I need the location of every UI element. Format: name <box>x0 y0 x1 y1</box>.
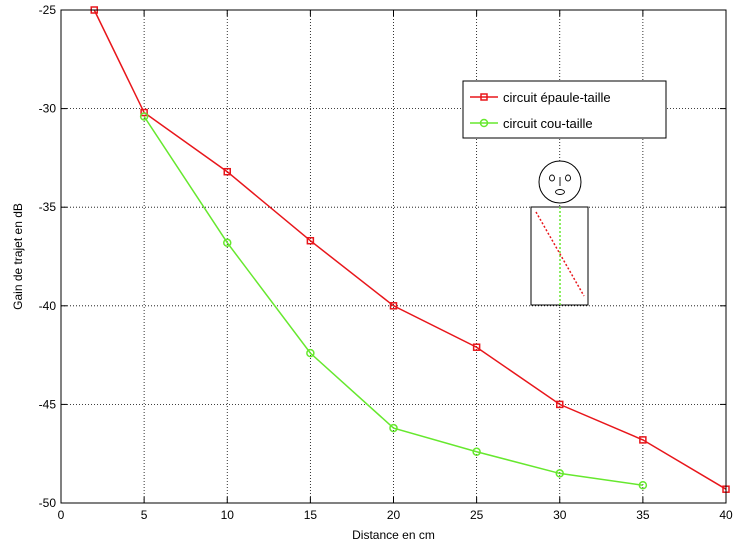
series-line <box>93 9 727 490</box>
series-1 <box>139 112 648 490</box>
y-tick-label: -45 <box>39 397 57 411</box>
data-point <box>139 112 149 121</box>
data-point <box>223 167 231 176</box>
tick-labels: 0 5 10 15 20 25 30 35 40 -50 -45 -40 -35 -30 -25 <box>39 3 733 522</box>
x-tick-label: 10 <box>221 508 235 522</box>
data-point <box>140 108 148 117</box>
series-0 <box>90 6 730 493</box>
right-eye <box>565 174 571 182</box>
data-point <box>389 423 398 433</box>
shoulder-waist-path <box>535 211 585 297</box>
x-tick-label: 30 <box>553 508 567 522</box>
x-tick-label: 5 <box>141 508 148 522</box>
mouth <box>555 189 565 195</box>
data-point <box>638 481 648 490</box>
x-tick-label: 40 <box>719 508 733 522</box>
x-tick-label: 0 <box>58 508 65 522</box>
legend: circuit épaule-taille circuit cou-taille <box>462 80 667 139</box>
legend-swatch-marker-epaule-taille <box>480 93 488 101</box>
y-tick-label: -30 <box>39 102 57 116</box>
data-point <box>223 238 232 247</box>
x-axis-label: Distance en cm <box>352 528 435 542</box>
data-point <box>306 348 315 358</box>
body-diagram-illustration <box>530 160 589 306</box>
x-tick-label: 35 <box>636 508 650 522</box>
x-tick-label: 15 <box>304 508 318 522</box>
data-point <box>472 447 481 456</box>
legend-label-epaule-taille: circuit épaule-taille <box>503 90 611 105</box>
legend-label-cou-taille: circuit cou-taille <box>503 116 593 131</box>
data-point <box>306 236 315 245</box>
y-tick-label: -35 <box>39 200 57 214</box>
ticks <box>60 9 727 504</box>
legend-box <box>462 80 667 139</box>
data-point <box>472 343 481 351</box>
data-point <box>555 469 564 478</box>
y-tick-label: -40 <box>39 299 57 313</box>
x-tick-label: 25 <box>470 508 484 522</box>
series-line <box>143 116 643 486</box>
data-point <box>389 302 398 310</box>
y-tick-label: -50 <box>39 496 57 510</box>
data-point <box>556 400 564 409</box>
left-eye <box>549 174 555 182</box>
data-point <box>639 436 647 444</box>
series-layer <box>90 6 730 493</box>
y-axis-label: Gain de trajet en dB <box>11 203 25 310</box>
legend-swatch-marker-cou-taille <box>479 118 489 128</box>
x-tick-label: 20 <box>387 508 401 522</box>
y-tick-label: -25 <box>39 3 57 17</box>
